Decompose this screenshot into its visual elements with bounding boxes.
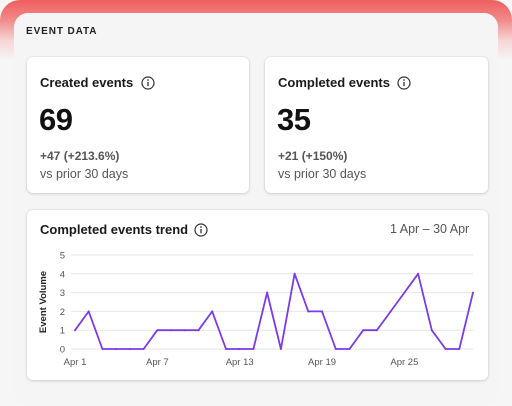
data-point	[417, 272, 420, 275]
trend-card: Completed events trend 1 Apr – 30 Apr 0 1…	[27, 210, 488, 380]
created-events-title: Created events	[40, 75, 134, 90]
info-icon[interactable]	[397, 76, 411, 90]
date-range[interactable]: 1 Apr – 30 Apr	[390, 222, 470, 236]
created-events-delta: +47 (+213.6%)	[40, 149, 120, 163]
data-point	[362, 329, 365, 332]
data-point	[266, 291, 269, 294]
x-tick-label: Apr 25	[390, 357, 418, 368]
completed-events-title: Completed events	[278, 75, 390, 90]
data-point	[74, 329, 76, 332]
data-point	[238, 348, 241, 350]
y-tick-label: 0	[60, 345, 65, 356]
data-point	[444, 348, 447, 350]
data-point	[321, 310, 324, 313]
data-point	[128, 348, 131, 350]
data-point	[307, 310, 310, 313]
completed-events-card[interactable]: Completed events 35 +21 (+150%) vs prior…	[265, 57, 488, 193]
completed-events-value: 35	[277, 102, 311, 137]
data-point	[252, 348, 255, 350]
data-point	[430, 329, 433, 332]
data-point	[472, 291, 474, 294]
data-point	[389, 310, 392, 313]
y-tick-label: 4	[60, 269, 65, 280]
completed-events-period: vs prior 30 days	[278, 167, 367, 181]
x-tick-label: Apr 13	[226, 357, 254, 368]
x-tick-label: Apr 1	[64, 357, 87, 368]
data-point	[279, 348, 282, 350]
created-events-period: vs prior 30 days	[40, 167, 129, 181]
data-point	[197, 329, 200, 332]
data-point	[170, 329, 173, 332]
data-point	[375, 329, 378, 332]
y-tick-label: 1	[60, 326, 65, 337]
y-tick-label: 5	[60, 251, 65, 262]
info-icon[interactable]	[141, 76, 155, 90]
data-point	[334, 348, 337, 350]
data-point	[211, 310, 214, 313]
trend-title: Completed events trend	[40, 222, 189, 237]
data-point	[115, 348, 118, 350]
data-point	[348, 348, 351, 350]
data-point	[156, 329, 159, 332]
x-tick-label: Apr 19	[308, 357, 336, 368]
x-tick-label: Apr 7	[146, 357, 169, 368]
data-point	[224, 348, 227, 350]
data-point	[101, 348, 104, 350]
section-title: EVENT DATA	[26, 26, 98, 37]
data-point	[458, 348, 461, 350]
y-axis-label: Event Volume	[38, 271, 49, 333]
created-events-card[interactable]: Created events 69 +47 (+213.6%) vs prior…	[27, 57, 249, 193]
y-tick-label: 2	[60, 307, 65, 318]
created-events-value: 69	[39, 102, 73, 137]
series-line	[74, 272, 474, 350]
data-point	[142, 348, 145, 350]
y-tick-label: 3	[60, 288, 65, 299]
data-point	[87, 310, 90, 313]
completed-events-delta: +21 (+150%)	[278, 149, 348, 163]
info-icon[interactable]	[194, 223, 208, 237]
data-point	[293, 272, 296, 275]
data-point	[403, 291, 406, 294]
trend-chart: 0 1 2 3 4 5 Apr 1 Apr 7 Apr 13 Apr 19 Apr 25 Even…	[38, 251, 474, 368]
data-point	[183, 329, 186, 332]
